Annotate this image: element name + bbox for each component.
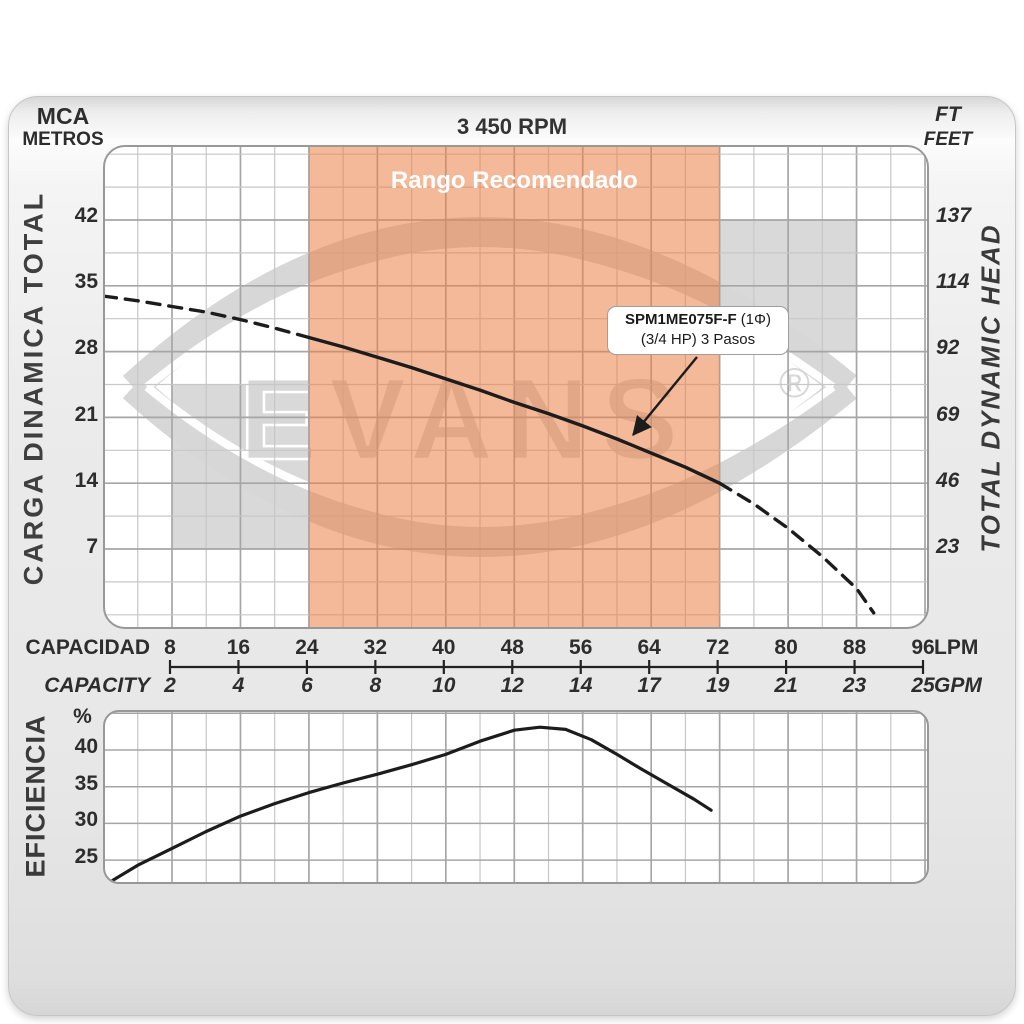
head-axis-tick-mca: 21: [74, 402, 98, 426]
efficiency-curve: [110, 725, 713, 882]
capacity-tick-gpm: 8: [369, 674, 382, 697]
lpm-unit-label: LPM: [934, 636, 979, 659]
head-axis-tick-mca: 14: [74, 468, 98, 492]
pump-model: SPM1ME075F-F: [624, 311, 737, 328]
head-axis-tick-mca: 7: [86, 535, 98, 558]
capacity-label-en: CAPACITY: [44, 674, 150, 697]
capacity-label-es: CAPACIDAD: [25, 636, 150, 659]
recommended-range-band: [308, 147, 720, 627]
capacity-tick-gpm: 14: [569, 674, 593, 697]
left-unit-primary: MCA: [36, 103, 90, 129]
capacity-tick-gpm: 10: [432, 674, 456, 697]
capacity-tick-gpm: 19: [705, 674, 730, 697]
capacity-tick-gpm: 2: [164, 674, 176, 697]
head-dashed-low-flow: [105, 294, 311, 340]
capacity-tick-lpm: 24: [295, 636, 319, 659]
capacity-tick-gpm: 21: [774, 674, 798, 697]
capacity-tick-lpm: 48: [500, 636, 524, 659]
capacity-tick-lpm: 56: [569, 636, 593, 659]
head-capacity-chart: EVANS®Rango Recomendado: [105, 147, 927, 627]
head-dashed-high-flow: [717, 481, 876, 615]
pump-model-line: SPM1ME075F-F (1Φ): [608, 310, 788, 330]
head-axis-tick-ft: 114: [936, 270, 970, 294]
gpm-unit-label: GPM: [934, 674, 982, 697]
efficiency-tick: 35: [74, 771, 98, 795]
capacity-tick-lpm: 96: [911, 636, 935, 659]
left-unit-secondary: METROS: [22, 129, 104, 150]
pump-specs: (3/4 HP) 3 Pasos: [640, 331, 756, 348]
capacity-tick-lpm: 64: [637, 636, 661, 659]
capacity-tick-lpm: 16: [226, 636, 251, 659]
head-axis-tick-ft: 137: [936, 204, 972, 227]
percent-label: %: [73, 705, 92, 728]
head-axis-tick-mca: 42: [74, 204, 98, 227]
capacity-tick-lpm: 40: [432, 636, 456, 659]
capacity-tick-lpm: 32: [363, 636, 388, 659]
pump-label-arrow: [632, 356, 698, 436]
pump-phase: (1Φ): [740, 311, 771, 328]
head-axis-tick-ft: 92: [936, 336, 960, 360]
efficiency-tick: 40: [74, 735, 98, 758]
head-axis-tick-ft: 23: [936, 535, 960, 558]
right-unit-secondary: FEET: [923, 129, 973, 150]
pump-model-callout: SPM1ME075F-F (1Φ) (3/4 HP) 3 Pasos: [607, 306, 789, 355]
efficiency-tick: 30: [74, 808, 98, 832]
capacity-tick-gpm: 25: [911, 674, 935, 697]
recommended-range-label: Rango Recomendado: [391, 167, 638, 194]
left-axis-title: CARGA DINAMICA TOTAL: [18, 190, 49, 586]
capacity-tick-lpm: 8: [164, 636, 176, 659]
registered-mark: ®: [779, 359, 810, 406]
head-capacity-plot: EVANS®Rango Recomendado: [103, 145, 929, 629]
rpm-title: 3 450 RPM: [456, 114, 568, 139]
head-axis-tick-ft: 46: [936, 468, 960, 492]
capacity-tick-lpm: 88: [842, 636, 867, 659]
head-axis-tick-mca: 35: [74, 270, 98, 294]
capacity-tick-gpm: 12: [500, 674, 524, 697]
capacity-tick-gpm: 17: [637, 674, 661, 697]
head-axis-tick-mca: 28: [74, 336, 98, 360]
capacity-tick-gpm: 23: [842, 674, 867, 697]
capacity-tick-gpm: 4: [232, 674, 245, 697]
efficiency-tick: 25: [74, 845, 98, 869]
capacity-tick-lpm: 80: [774, 636, 798, 659]
efficiency-chart: [105, 712, 927, 882]
head-solid-recommended: [307, 335, 722, 485]
efficiency-plot: [103, 710, 929, 884]
capacity-axis-ruler: [168, 660, 925, 674]
capacity-tick-lpm: 72: [705, 636, 730, 659]
capacity-tick-gpm: 6: [301, 674, 313, 697]
head-axis-tick-ft: 69: [936, 402, 960, 426]
right-unit-primary: FT: [935, 103, 961, 126]
